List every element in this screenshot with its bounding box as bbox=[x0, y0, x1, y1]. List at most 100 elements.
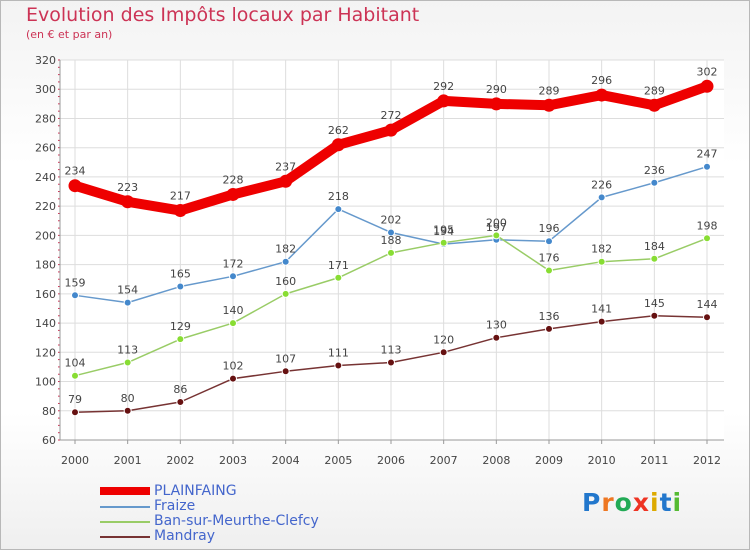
y-tick-label: 100 bbox=[35, 376, 56, 389]
data-point-plainfaing bbox=[121, 195, 135, 209]
data-point-fraize bbox=[123, 298, 132, 307]
legend-swatch-plainfaing bbox=[100, 487, 150, 495]
data-point-mandray bbox=[545, 324, 553, 333]
data-point-plainfaing bbox=[173, 204, 187, 218]
legend-label-ban-sur-meurthe-clefcy: Ban-sur-Meurthe-Clefcy bbox=[154, 513, 319, 529]
data-point-plainfaing bbox=[437, 94, 451, 108]
data-label-fraize: 197 bbox=[486, 221, 507, 234]
legend-label-fraize: Fraize bbox=[154, 498, 196, 514]
data-point-mandray bbox=[123, 406, 132, 415]
data-point-fraize bbox=[650, 178, 659, 187]
data-point-plainfaing bbox=[384, 123, 398, 137]
data-point-plainfaing bbox=[542, 98, 556, 112]
data-label-ban-sur-meurthe-clefcy: 182 bbox=[591, 243, 612, 256]
data-point-plainfaing bbox=[700, 79, 714, 93]
data-point-fraize bbox=[281, 257, 290, 266]
data-label-ban-sur-meurthe-clefcy: 200 bbox=[486, 216, 507, 229]
x-tick-label: 2003 bbox=[219, 454, 247, 467]
data-label-plainfaing: 262 bbox=[328, 124, 349, 137]
data-point-ban-sur-meurthe-clefcy bbox=[334, 273, 343, 282]
data-point-mandray bbox=[650, 311, 659, 320]
data-point-fraize bbox=[176, 282, 185, 291]
data-label-plainfaing: 237 bbox=[275, 160, 296, 173]
data-point-ban-sur-meurthe-clefcy bbox=[439, 238, 448, 247]
data-label-mandray: 113 bbox=[381, 344, 402, 357]
chart-subtitle: (en € et par an) bbox=[26, 28, 113, 41]
data-label-fraize: 202 bbox=[381, 213, 402, 226]
data-label-fraize: 154 bbox=[117, 284, 138, 297]
data-point-fraize bbox=[71, 291, 79, 300]
data-point-mandray bbox=[387, 358, 395, 367]
data-label-plainfaing: 289 bbox=[539, 84, 560, 97]
data-point-fraize bbox=[703, 162, 711, 171]
logo-letter: x bbox=[632, 488, 650, 517]
data-label-mandray: 107 bbox=[275, 352, 296, 365]
x-tick-label: 2000 bbox=[61, 454, 89, 467]
y-tick-label: 180 bbox=[35, 259, 56, 272]
data-label-mandray: 79 bbox=[68, 393, 82, 406]
data-point-ban-sur-meurthe-clefcy bbox=[71, 371, 79, 380]
x-tick-label: 2004 bbox=[272, 454, 300, 467]
legend-swatch-fraize bbox=[100, 506, 150, 508]
data-label-fraize: 194 bbox=[433, 225, 454, 238]
data-label-fraize: 165 bbox=[170, 268, 191, 281]
data-point-plainfaing bbox=[279, 174, 293, 188]
data-label-fraize: 247 bbox=[697, 148, 718, 161]
data-label-ban-sur-meurthe-clefcy: 188 bbox=[381, 234, 402, 247]
logo-letter: P bbox=[582, 488, 602, 517]
data-point-mandray bbox=[597, 317, 606, 326]
y-tick-label: 300 bbox=[35, 83, 56, 96]
y-tick-label: 60 bbox=[42, 434, 56, 447]
data-label-fraize: 196 bbox=[539, 222, 560, 235]
data-label-mandray: 141 bbox=[591, 303, 612, 316]
x-tick-label: 2008 bbox=[482, 454, 510, 467]
data-point-ban-sur-meurthe-clefcy bbox=[545, 266, 553, 275]
legend-label-plainfaing: PLAINFAING bbox=[154, 483, 237, 499]
data-label-mandray: 144 bbox=[697, 298, 718, 311]
data-point-fraize bbox=[597, 193, 606, 202]
data-label-fraize: 159 bbox=[65, 276, 86, 289]
data-label-mandray: 136 bbox=[539, 310, 560, 323]
x-tick-label: 2011 bbox=[640, 454, 668, 467]
data-label-plainfaing: 292 bbox=[433, 80, 454, 93]
data-point-mandray bbox=[229, 374, 237, 383]
data-point-ban-sur-meurthe-clefcy bbox=[229, 319, 237, 328]
data-label-ban-sur-meurthe-clefcy: 129 bbox=[170, 320, 191, 333]
legend-label-mandray: Mandray bbox=[154, 528, 216, 544]
data-point-mandray bbox=[281, 367, 290, 376]
x-tick-label: 2012 bbox=[693, 454, 721, 467]
y-tick-label: 160 bbox=[35, 288, 56, 301]
data-point-plainfaing bbox=[68, 179, 82, 193]
x-tick-label: 2006 bbox=[377, 454, 405, 467]
data-label-fraize: 226 bbox=[591, 178, 612, 191]
data-label-mandray: 120 bbox=[433, 333, 454, 346]
data-point-plainfaing bbox=[647, 98, 661, 112]
logo-letter: i bbox=[672, 488, 683, 517]
y-tick-label: 280 bbox=[35, 112, 56, 125]
data-point-mandray bbox=[71, 408, 79, 417]
data-point-plainfaing bbox=[331, 138, 345, 152]
data-point-mandray bbox=[334, 361, 343, 370]
data-point-ban-sur-meurthe-clefcy bbox=[123, 358, 132, 367]
chart-title: Evolution des Impôts locaux par Habitant bbox=[26, 4, 420, 26]
data-point-plainfaing bbox=[595, 88, 609, 102]
y-tick-label: 200 bbox=[35, 229, 56, 242]
data-point-ban-sur-meurthe-clefcy bbox=[597, 257, 606, 266]
logo-letter: t bbox=[659, 488, 673, 517]
data-label-mandray: 111 bbox=[328, 346, 349, 359]
data-point-ban-sur-meurthe-clefcy bbox=[492, 231, 501, 240]
data-label-mandray: 86 bbox=[173, 383, 187, 396]
data-label-mandray: 80 bbox=[121, 392, 135, 405]
x-tick-label: 2002 bbox=[166, 454, 194, 467]
x-tick-label: 2007 bbox=[430, 454, 458, 467]
x-tick-label: 2010 bbox=[588, 454, 616, 467]
data-label-plainfaing: 302 bbox=[697, 65, 718, 78]
data-point-mandray bbox=[176, 398, 185, 406]
data-label-ban-sur-meurthe-clefcy: 113 bbox=[117, 344, 138, 357]
data-point-fraize bbox=[387, 228, 395, 237]
data-label-ban-sur-meurthe-clefcy: 160 bbox=[275, 275, 296, 288]
y-tick-label: 120 bbox=[35, 346, 56, 359]
y-tick-label: 140 bbox=[35, 317, 56, 330]
data-point-mandray bbox=[703, 313, 711, 322]
logo-letter: r bbox=[601, 488, 615, 517]
